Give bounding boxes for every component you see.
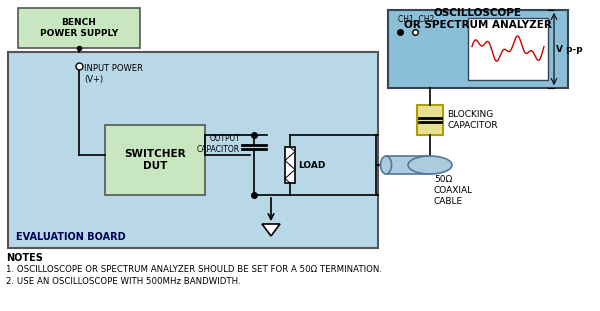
Text: LOAD: LOAD [298, 160, 325, 169]
Text: OSCILLOSCOPE
OR SPECTRUM ANALYZER: OSCILLOSCOPE OR SPECTRUM ANALYZER [404, 8, 552, 30]
Text: CH1  CH2: CH1 CH2 [398, 16, 434, 25]
FancyBboxPatch shape [386, 156, 430, 174]
Text: INPUT POWER
(V+): INPUT POWER (V+) [84, 64, 143, 84]
Text: 50Ω
COAXIAL
CABLE: 50Ω COAXIAL CABLE [434, 175, 473, 206]
Ellipse shape [408, 156, 452, 174]
Text: BLOCKING
CAPACITOR: BLOCKING CAPACITOR [447, 110, 497, 130]
FancyBboxPatch shape [8, 52, 378, 248]
Text: 1. OSCILLOSCOPE OR SPECTRUM ANALYZER SHOULD BE SET FOR A 50Ω TERMINATION.: 1. OSCILLOSCOPE OR SPECTRUM ANALYZER SHO… [6, 266, 382, 275]
FancyBboxPatch shape [417, 105, 443, 135]
Text: SWITCHER
DUT: SWITCHER DUT [124, 149, 186, 171]
FancyBboxPatch shape [468, 18, 548, 80]
Text: NOTES: NOTES [6, 253, 43, 263]
Text: OUTPUT
CAPACITOR: OUTPUT CAPACITOR [197, 134, 240, 154]
Text: EVALUATION BOARD: EVALUATION BOARD [16, 232, 125, 242]
FancyBboxPatch shape [285, 147, 295, 183]
Polygon shape [262, 224, 280, 236]
FancyBboxPatch shape [105, 125, 205, 195]
FancyBboxPatch shape [388, 10, 568, 88]
Text: V p-p: V p-p [556, 44, 583, 53]
Text: BENCH
POWER SUPPLY: BENCH POWER SUPPLY [40, 18, 118, 38]
FancyBboxPatch shape [18, 8, 140, 48]
Ellipse shape [380, 156, 392, 174]
Text: 2. USE AN OSCILLOSCOPE WITH 500MHz BANDWIDTH.: 2. USE AN OSCILLOSCOPE WITH 500MHz BANDW… [6, 276, 241, 285]
